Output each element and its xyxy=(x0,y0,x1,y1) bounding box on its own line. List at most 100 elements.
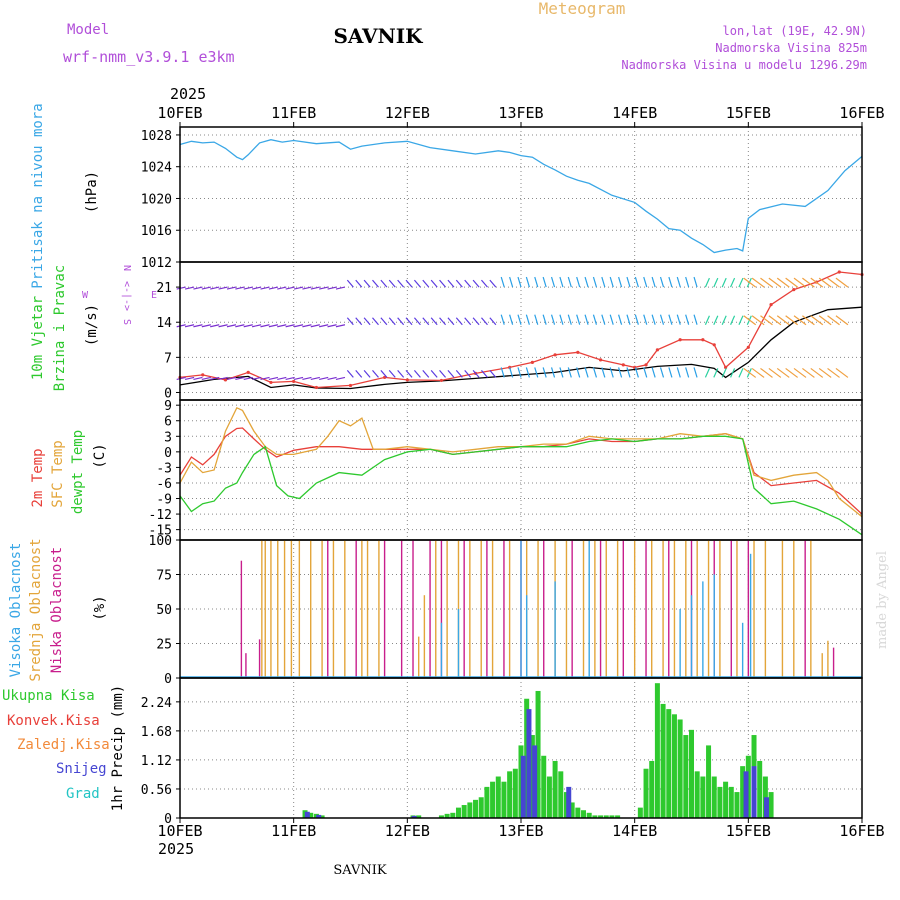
wind-barb xyxy=(327,376,337,381)
footer-station: SAVNIK xyxy=(333,863,387,878)
wind-barb xyxy=(251,376,262,381)
precip-bar xyxy=(757,760,763,818)
wind-barb xyxy=(405,370,413,378)
gust-point xyxy=(701,338,705,342)
wind-barb xyxy=(768,367,782,378)
wind-barb xyxy=(422,370,430,378)
wind-barb xyxy=(626,314,631,325)
wind-barb xyxy=(422,279,430,288)
wind-barb xyxy=(335,324,346,328)
wind-barb xyxy=(626,276,631,288)
wind-barb xyxy=(319,324,329,328)
wind-barb xyxy=(447,370,455,378)
precip-bar xyxy=(694,771,700,818)
wind-barb xyxy=(380,279,388,288)
y-tick-label: 3 xyxy=(164,430,172,445)
wind-barb xyxy=(793,367,807,378)
gust-point xyxy=(439,378,444,383)
wind-barb xyxy=(785,277,798,288)
wind-barb xyxy=(346,317,354,326)
wind-barb xyxy=(201,286,211,290)
series-line-mslp xyxy=(179,139,863,254)
wind-barb xyxy=(751,367,765,378)
wind-barb xyxy=(260,376,270,381)
wind-barb xyxy=(447,279,455,288)
precip-bar xyxy=(677,719,683,818)
x-tick-label-bottom: 12FEB xyxy=(385,822,430,840)
wind-barb xyxy=(517,276,522,288)
wind-barb xyxy=(302,324,312,328)
model-altitude-label: Nadmorska Visina u modelu 1296.29m xyxy=(621,58,867,72)
precip-bar xyxy=(438,815,444,818)
precip-bar xyxy=(700,776,706,818)
wind-barb xyxy=(760,315,773,326)
wind-barb xyxy=(193,324,203,328)
chart-panels: 101210161020102410280714219630-3-6-9-12-… xyxy=(141,104,885,840)
wind-barb xyxy=(500,314,505,325)
wind-barb xyxy=(810,367,824,378)
gust-point xyxy=(678,338,682,342)
wind-barb xyxy=(567,367,572,378)
legend-south: S xyxy=(121,319,132,325)
wind-barb xyxy=(768,277,782,288)
wind-barb xyxy=(730,277,736,288)
wind-barb xyxy=(455,370,463,378)
wind-barb xyxy=(818,315,832,326)
wind-barb xyxy=(481,279,488,288)
precip-bar xyxy=(711,776,717,818)
wind-barb xyxy=(509,367,514,378)
wind-barb xyxy=(634,276,639,288)
wind-barb xyxy=(601,367,606,378)
wind-barb xyxy=(643,276,648,288)
wind-barb xyxy=(380,317,388,326)
x-tick-label-top: 10FEB xyxy=(157,104,202,122)
wind-barb xyxy=(372,370,379,378)
wind-ylabel: 10m Vjetar xyxy=(30,296,46,380)
wind-barb xyxy=(601,276,606,288)
legend-arrows: <-|-> xyxy=(121,281,132,311)
wind-barb xyxy=(693,314,698,325)
wind-barb xyxy=(542,367,547,378)
wind-barb xyxy=(721,368,727,378)
wind-barb xyxy=(335,286,346,290)
wind-barb xyxy=(277,286,287,290)
wind-barb xyxy=(651,276,656,288)
y-tick-label: 0.56 xyxy=(141,783,172,798)
pressure-ylabel: Pritisak na nivou mora xyxy=(30,103,46,288)
wind-barb xyxy=(500,276,505,288)
wind-barb xyxy=(184,324,195,328)
wind-barb xyxy=(405,279,413,288)
precip-bar xyxy=(416,815,422,818)
precip-bar xyxy=(592,815,598,818)
gust-point xyxy=(769,303,773,307)
precip-legend-hail: Grad xyxy=(66,786,100,802)
wind-barb xyxy=(668,367,673,378)
precip-bar xyxy=(609,815,615,818)
wind-barb xyxy=(218,324,228,328)
wind-barb xyxy=(380,370,388,378)
wind-barb xyxy=(776,367,790,378)
gust-point xyxy=(837,270,841,274)
precip-bar xyxy=(546,776,552,818)
precip-bar xyxy=(615,815,621,818)
gust-point xyxy=(223,378,228,382)
precip-legend-freezing: Zaledj.Kisa xyxy=(17,737,110,753)
wind-barb xyxy=(243,324,253,328)
wind-barb xyxy=(704,277,710,288)
wind-barb xyxy=(372,279,379,288)
wind-barb xyxy=(355,317,363,326)
wind-barb xyxy=(439,279,447,288)
wind-barb xyxy=(285,286,295,290)
wind-barb xyxy=(293,286,304,290)
precip-bar xyxy=(654,683,660,818)
wind-barb xyxy=(251,324,262,328)
gust-point xyxy=(246,370,250,374)
wind-barb xyxy=(659,314,665,325)
wind-barb xyxy=(802,367,815,378)
precip-bar xyxy=(586,812,592,818)
temp-ylabel-sfc: SFC Temp xyxy=(50,440,66,507)
wind-barb xyxy=(827,367,840,378)
wind-barb xyxy=(405,317,413,326)
wind-barb xyxy=(226,324,237,328)
